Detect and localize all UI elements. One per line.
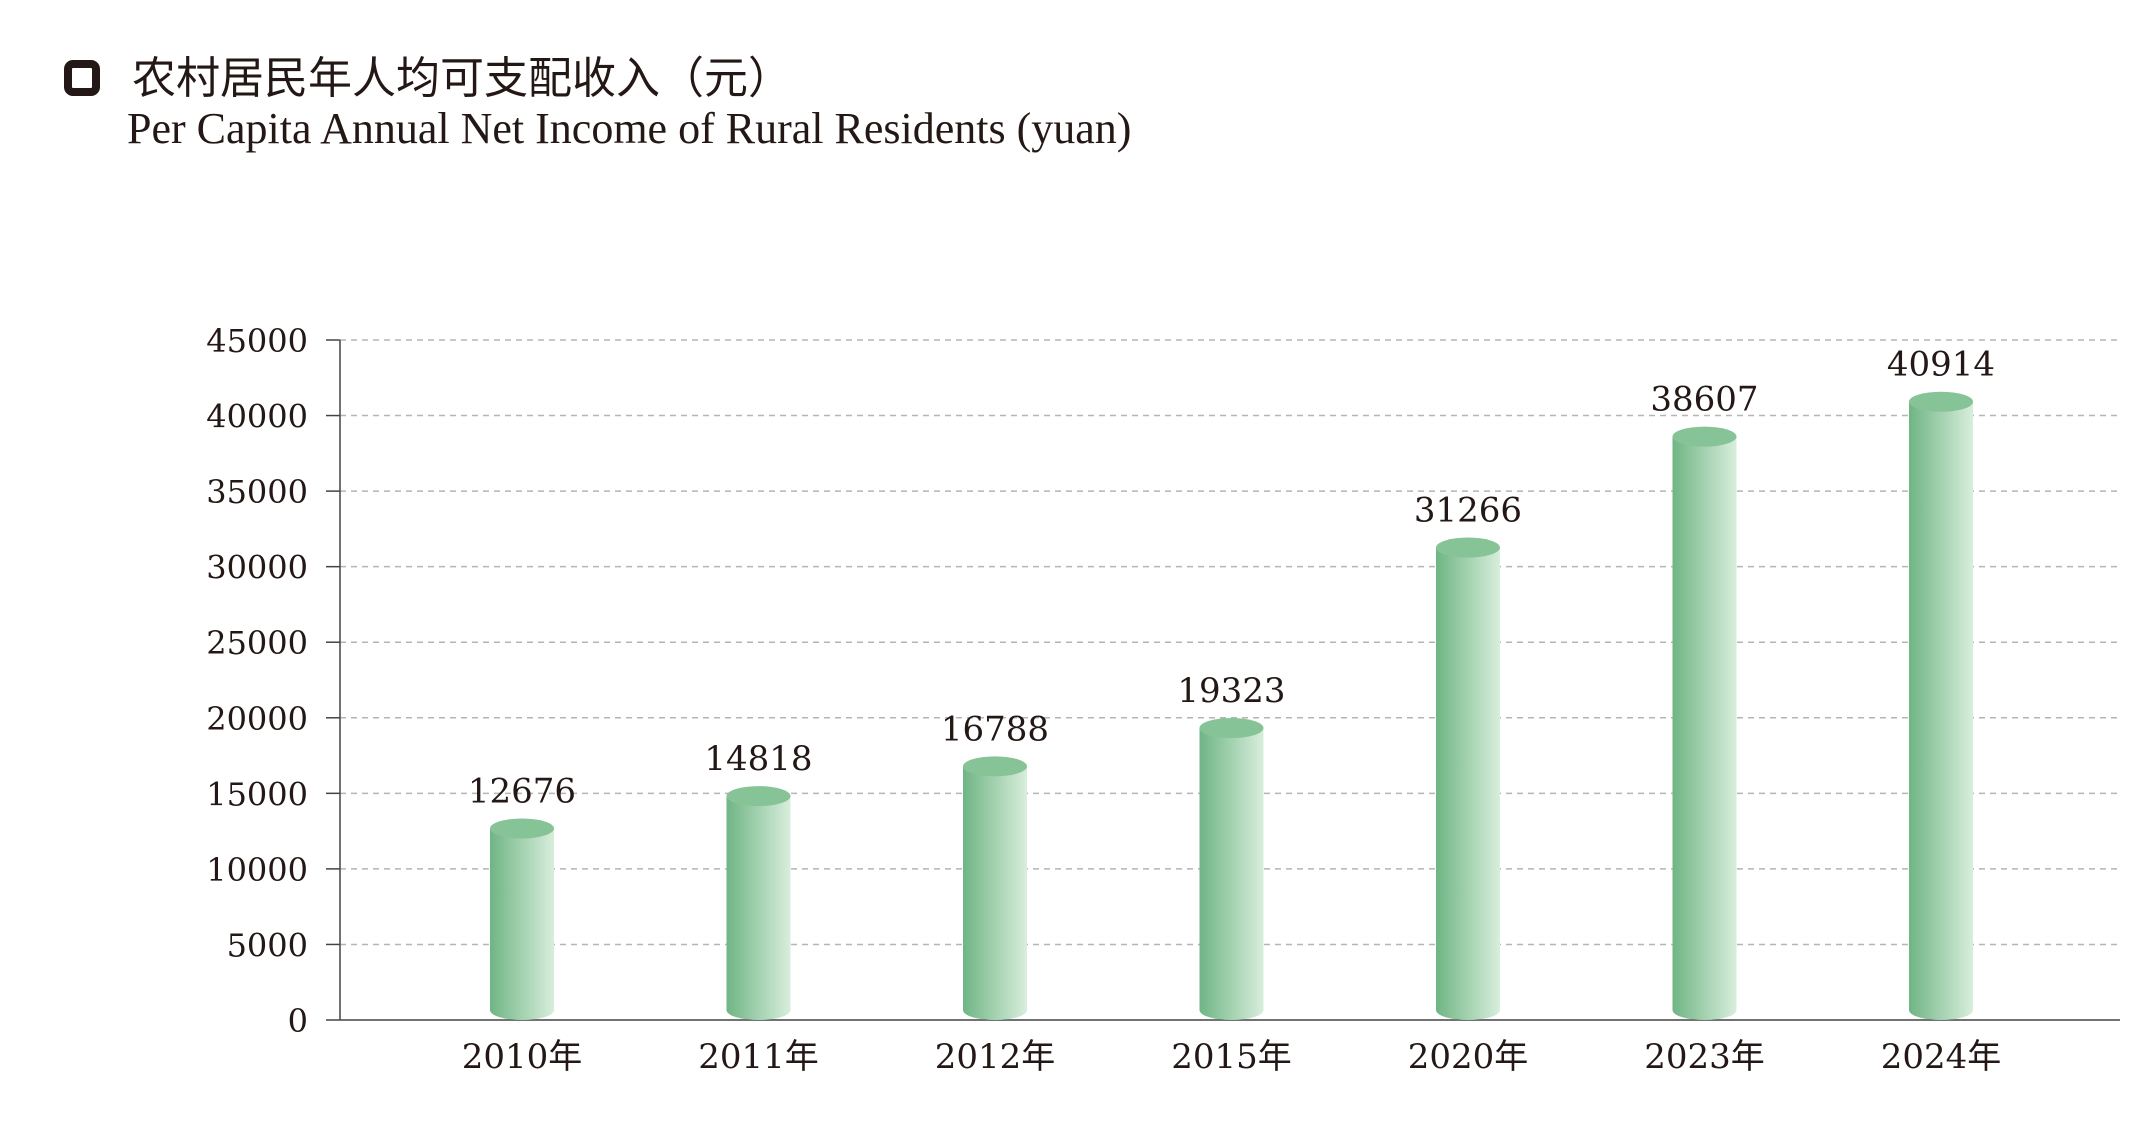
y-tick-label: 25000 — [206, 624, 308, 662]
y-tick-label: 45000 — [206, 322, 308, 360]
x-tick-label: 2023年 — [1644, 1037, 1765, 1077]
labels: 0 5000 10000 15000 20000 25000 30000 35000 40000… — [206, 322, 2001, 1077]
y-tick-label: 10000 — [206, 851, 308, 889]
x-tick-label: 2010年 — [462, 1037, 583, 1077]
bar-2 — [726, 786, 791, 1020]
x-tick-label: 2012年 — [935, 1037, 1056, 1077]
y-tick-label: 35000 — [206, 473, 308, 511]
bar-top — [1672, 426, 1737, 447]
bar-top — [1199, 718, 1264, 739]
x-tick-label: 2020年 — [1408, 1037, 1529, 1077]
bar-4 — [1199, 718, 1264, 1020]
y-tick-label: 0 — [288, 1002, 308, 1040]
bar-3 — [963, 756, 1027, 1020]
x-tick-label: 2024年 — [1881, 1037, 2002, 1077]
y-tick-label: 40000 — [206, 398, 308, 436]
bar-top — [1436, 537, 1500, 558]
bar-body — [1672, 436, 1737, 1020]
data-label: 12676 — [468, 771, 576, 811]
bar-5 — [1436, 537, 1500, 1020]
data-label: 31266 — [1414, 491, 1522, 531]
bar-body — [1909, 401, 1973, 1020]
data-label: 16788 — [941, 709, 1049, 749]
x-tick-label: 2011年 — [698, 1037, 819, 1077]
bar-top — [1909, 391, 1973, 412]
y-tick-label: 30000 — [206, 549, 308, 587]
title-bullet-icon — [64, 60, 100, 96]
bar-body — [726, 796, 791, 1020]
chart-subtitle: Per Capita Annual Net Income of Rural Re… — [127, 104, 1132, 153]
bar-top — [490, 818, 554, 839]
bar-body — [963, 766, 1027, 1020]
bar-body — [1436, 547, 1500, 1020]
bar-1 — [490, 818, 554, 1020]
y-tick-label: 20000 — [206, 700, 308, 738]
axes — [326, 339, 2120, 1021]
bar-body — [1199, 728, 1264, 1020]
data-label: 19323 — [1177, 671, 1285, 711]
y-tick-label: 15000 — [206, 775, 308, 813]
data-label: 40914 — [1887, 345, 1995, 385]
x-tick-label: 2015年 — [1171, 1037, 1292, 1077]
bar-body — [490, 828, 554, 1020]
bar-top — [963, 756, 1027, 777]
bars — [490, 391, 1973, 1020]
bar-7 — [1909, 391, 1973, 1020]
chart-title: 农村居民年人均可支配收入（元） — [132, 53, 792, 104]
data-label: 14818 — [704, 739, 812, 779]
y-tick-label: 5000 — [227, 926, 308, 964]
bar-6 — [1672, 426, 1737, 1020]
bar-top — [726, 786, 791, 807]
data-label: 38607 — [1650, 380, 1758, 420]
